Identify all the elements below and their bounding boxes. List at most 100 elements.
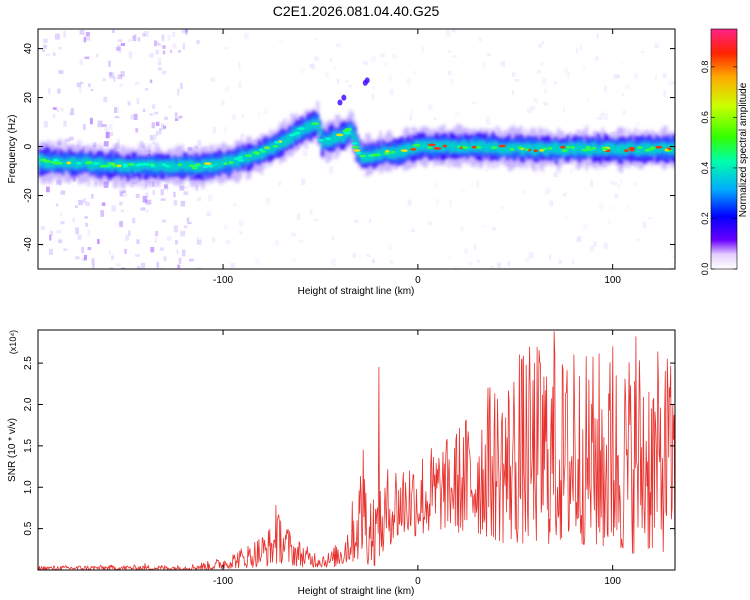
- hot-spot: [223, 162, 228, 166]
- noise-speck: [144, 88, 149, 91]
- noise-speck: [119, 201, 123, 206]
- noise-speck: [622, 110, 627, 115]
- noise-speck: [553, 81, 558, 85]
- ridge-cell: [49, 160, 53, 168]
- noise-speck: [161, 34, 165, 42]
- noise-speck: [601, 111, 605, 116]
- noise-speck: [336, 43, 341, 48]
- noise-speck: [119, 190, 122, 196]
- noise-speck: [158, 67, 162, 71]
- noise-speck: [81, 257, 85, 261]
- noise-speck: [596, 33, 599, 40]
- noise-speck: [333, 66, 337, 69]
- ridge-cell: [75, 160, 79, 169]
- ridge-cell: [283, 137, 287, 148]
- ridge-cell: [98, 158, 102, 170]
- ridge-cell: [306, 121, 311, 133]
- noise-speck: [104, 127, 108, 131]
- noise-speck: [624, 85, 630, 90]
- ridge-cell: [360, 153, 364, 163]
- noise-speck: [130, 114, 135, 120]
- hot-spot: [628, 146, 636, 150]
- noise-speck: [111, 205, 116, 212]
- noise-speck: [159, 247, 165, 251]
- noise-speck: [57, 88, 61, 94]
- noise-speck: [140, 207, 146, 211]
- blob: [337, 99, 343, 106]
- noise-speck: [596, 165, 602, 172]
- ridge-cell: [636, 144, 640, 156]
- hot-spot: [191, 166, 198, 170]
- noise-speck: [242, 132, 245, 137]
- noise-speck: [128, 51, 132, 59]
- hot-spot: [359, 154, 367, 158]
- noise-speck: [113, 107, 119, 113]
- ridge-cell: [302, 126, 306, 134]
- noise-speck: [129, 181, 134, 188]
- x-tick-label: 100: [604, 275, 621, 286]
- noise-speck: [53, 52, 56, 56]
- noise-speck: [120, 209, 125, 213]
- hot-spot: [233, 157, 240, 161]
- noise-speck: [485, 118, 491, 125]
- noise-speck: [500, 206, 504, 209]
- ridge-cell: [484, 144, 488, 153]
- noise-speck: [43, 44, 47, 49]
- ridge-cell: [196, 162, 201, 172]
- ridge-cell: [353, 135, 357, 143]
- noise-speck: [85, 222, 89, 227]
- ridge-cell: [505, 144, 509, 152]
- noise-speck: [221, 100, 225, 106]
- noise-speck: [207, 210, 212, 217]
- spectrogram-ridge: [38, 100, 675, 190]
- ridge-cell: [327, 136, 332, 146]
- noise-speck: [296, 213, 300, 221]
- noise-speck: [163, 256, 167, 261]
- noise-speck: [157, 57, 162, 64]
- noise-speck: [97, 239, 100, 245]
- ridge-cell: [180, 160, 184, 169]
- noise-speck: [476, 180, 480, 188]
- snr-xlabel: Height of straight line (km): [298, 586, 415, 597]
- noise-speck: [163, 184, 168, 189]
- ridge-cell: [182, 161, 187, 170]
- ridge-cell: [526, 143, 530, 152]
- ridge-cell: [157, 161, 161, 171]
- ridge-cell: [320, 139, 325, 147]
- noise-speck: [154, 41, 157, 47]
- noise-speck: [151, 122, 155, 129]
- noise-speck: [136, 265, 141, 269]
- ridge-cell: [332, 131, 336, 143]
- noise-speck: [170, 49, 173, 54]
- noise-speck: [140, 262, 146, 269]
- spectrogram-panel: -100 0 100 -40 -20 0 20 40 Height of straight l…: [7, 28, 676, 297]
- noise-speck: [225, 240, 231, 245]
- noise-speck: [363, 61, 368, 65]
- noise-speck: [181, 249, 186, 257]
- noise-speck: [163, 125, 167, 129]
- ridge-cell: [101, 159, 105, 168]
- noise-speck: [500, 60, 506, 67]
- hot-spot: [325, 137, 331, 141]
- noise-speck: [670, 267, 674, 269]
- snr-ylabel: SNR (10 * v/v): [7, 418, 18, 482]
- noise-speck: [108, 250, 111, 256]
- noise-speck: [114, 116, 120, 119]
- hot-spot: [351, 145, 359, 149]
- ridge-cell: [627, 142, 631, 153]
- noise-speck: [667, 81, 671, 86]
- noise-speck: [109, 266, 114, 269]
- noise-speck: [540, 62, 544, 66]
- noise-speck: [604, 85, 607, 93]
- noise-speck: [486, 53, 491, 57]
- colorbar-frame: [710, 28, 738, 270]
- noise-speck: [48, 88, 51, 95]
- noise-speck: [212, 126, 217, 134]
- noise-speck: [88, 83, 91, 88]
- ridge-cell: [528, 144, 533, 154]
- ridge-cell: [423, 141, 427, 150]
- noise-speck: [538, 43, 542, 48]
- noise-speck: [84, 216, 88, 219]
- noise-speck: [92, 263, 95, 269]
- noise-speck: [103, 96, 108, 103]
